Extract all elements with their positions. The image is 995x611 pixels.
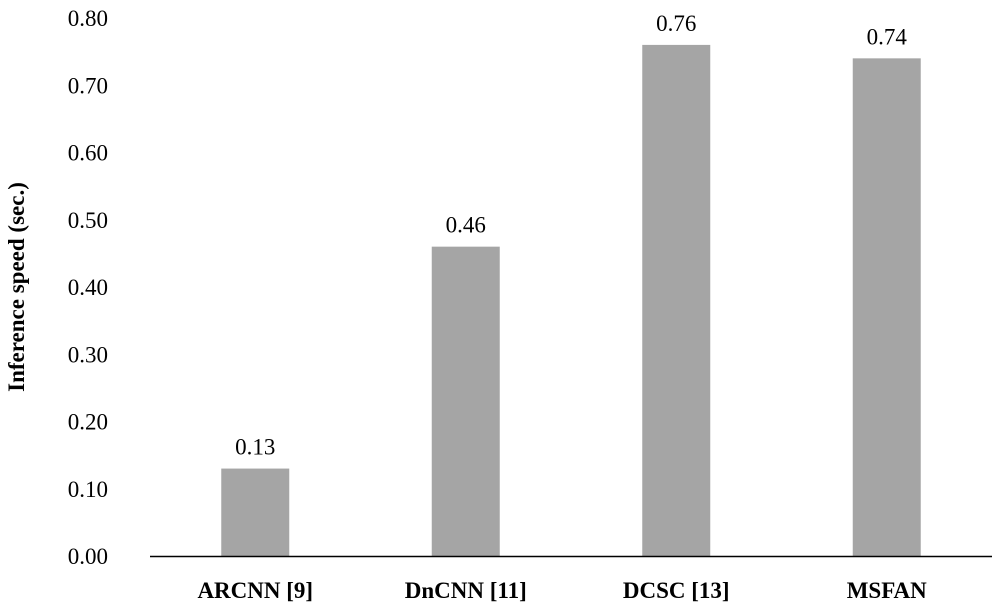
y-tick-label: 0.70 [68,73,108,98]
bar [221,468,290,556]
x-axis-labels: ARCNN [9] DnCNN [11] DCSC [13] MSFAN [197,578,927,603]
data-labels: 0.13 0.46 0.76 0.74 [235,11,907,460]
bar [852,58,921,556]
y-tick-label: 0.80 [68,6,108,31]
bar [642,44,711,557]
y-tick-label: 0.40 [68,275,108,300]
x-tick-label: DCSC [13] [623,578,730,603]
y-tick-label: 0.50 [68,208,108,233]
y-axis-title: Inference speed (sec.) [4,182,29,392]
y-tick-label: 0.10 [68,477,108,502]
y-axis-ticks: 0.00 0.10 0.20 0.30 0.40 0.50 0.60 0.70 0.80 [68,6,108,569]
y-tick-label: 0.00 [68,544,108,569]
x-tick-label: MSFAN [847,578,927,603]
y-tick-label: 0.30 [68,342,108,367]
x-tick-label: ARCNN [9] [197,578,313,603]
data-label: 0.76 [656,11,696,36]
bars [221,44,921,557]
data-label: 0.74 [867,24,908,49]
data-label: 0.46 [446,213,486,238]
y-tick-label: 0.60 [68,141,108,166]
x-tick-label: DnCNN [11] [405,578,527,603]
bar [431,246,500,556]
y-tick-label: 0.20 [68,410,108,435]
data-label: 0.13 [235,435,275,460]
